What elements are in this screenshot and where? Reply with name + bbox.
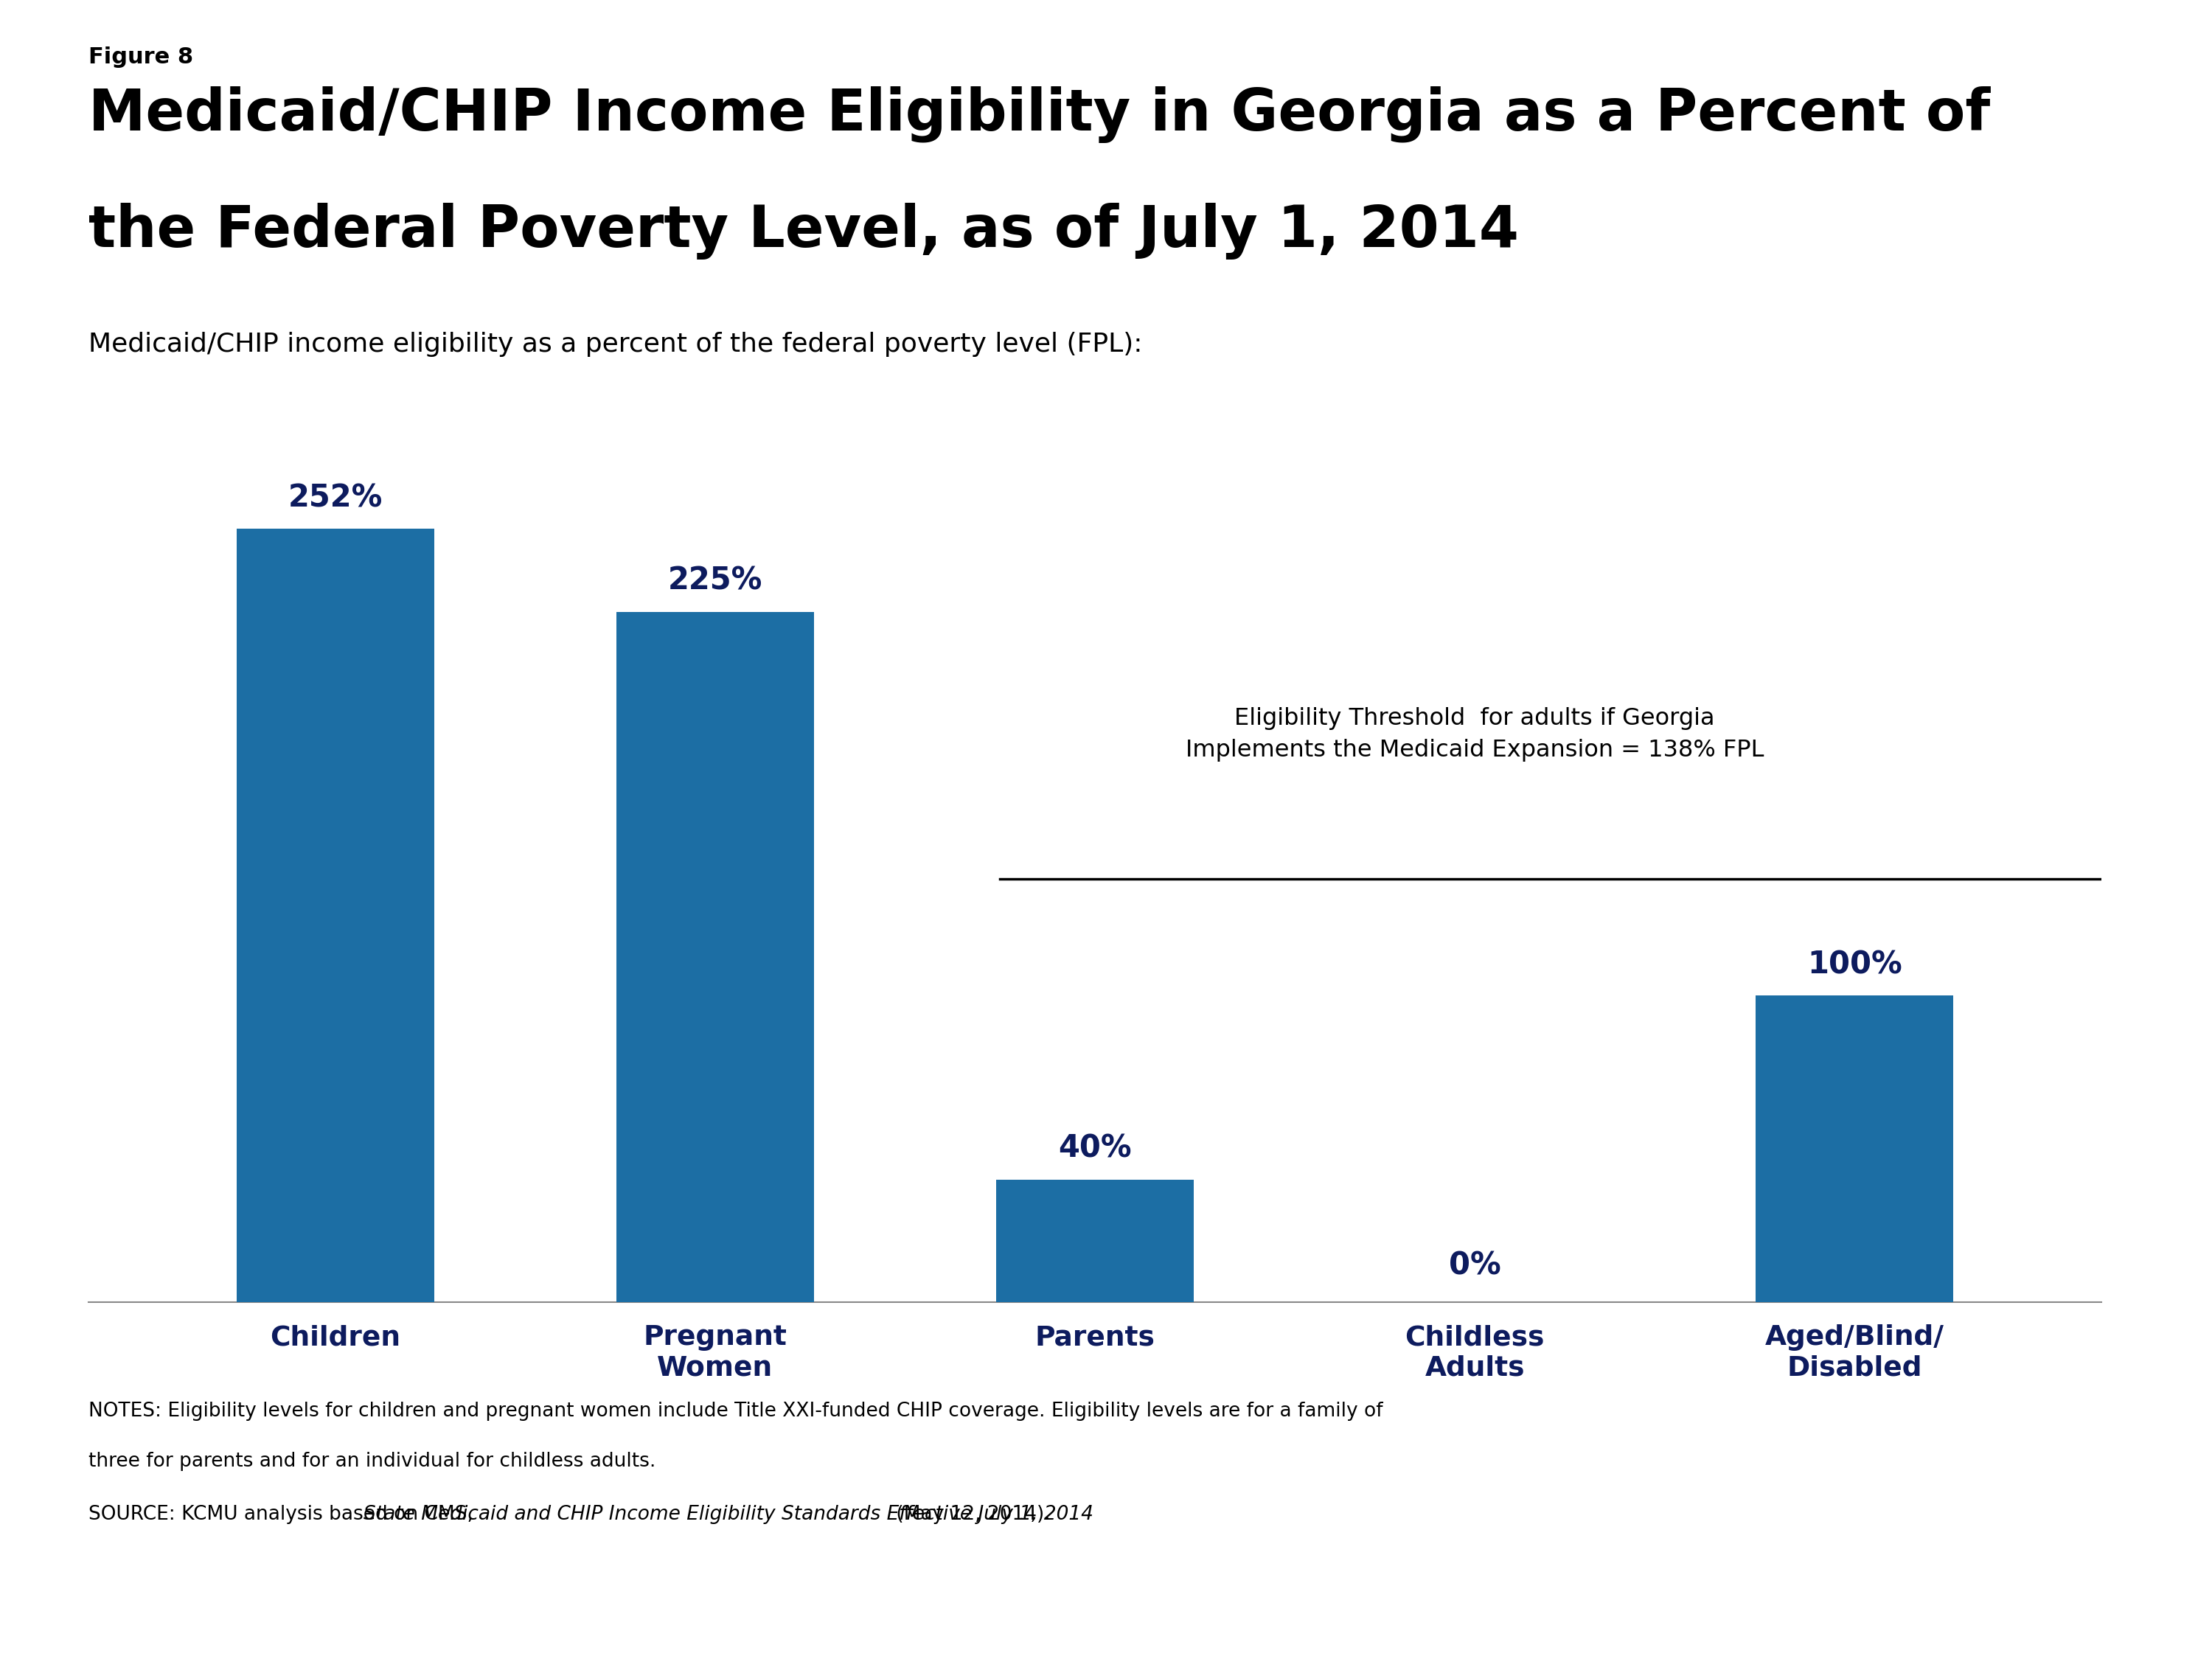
Text: SOURCE: KCMU analysis based on CMS,: SOURCE: KCMU analysis based on CMS, xyxy=(88,1505,480,1525)
Text: Medicaid/CHIP income eligibility as a percent of the federal poverty level (FPL): Medicaid/CHIP income eligibility as a pe… xyxy=(88,332,1141,357)
Text: 100%: 100% xyxy=(1807,949,1902,980)
Text: THE HENRY J.: THE HENRY J. xyxy=(2015,1360,2104,1370)
Bar xyxy=(995,1180,1194,1302)
Text: Medicaid/CHIP Income Eligibility in Georgia as a Percent of: Medicaid/CHIP Income Eligibility in Geor… xyxy=(88,86,1991,143)
Text: Eligibility Threshold  for adults if Georgia
Implements the Medicaid Expansion =: Eligibility Threshold for adults if Geor… xyxy=(1186,707,1763,761)
Text: 0%: 0% xyxy=(1449,1249,1500,1281)
Text: 40%: 40% xyxy=(1057,1133,1133,1165)
Text: (May 12, 2014).: (May 12, 2014). xyxy=(889,1505,1051,1525)
Text: 225%: 225% xyxy=(668,566,763,596)
Text: the Federal Poverty Level, as of July 1, 2014: the Federal Poverty Level, as of July 1,… xyxy=(88,202,1520,259)
Bar xyxy=(237,529,434,1302)
Text: NOTES: Eligibility levels for children and pregnant women include Title XXI-fund: NOTES: Eligibility levels for children a… xyxy=(88,1402,1382,1422)
Text: KAISER: KAISER xyxy=(2013,1408,2106,1430)
Text: State Medicaid and CHIP Income Eligibility Standards Effective July 1, 2014: State Medicaid and CHIP Income Eligibili… xyxy=(363,1505,1093,1525)
Text: 252%: 252% xyxy=(288,483,383,514)
Text: FOUNDATION: FOUNDATION xyxy=(2013,1511,2106,1525)
Text: three for parents and for an individual for childless adults.: three for parents and for an individual … xyxy=(88,1452,655,1472)
Text: FAMILY: FAMILY xyxy=(2024,1465,2095,1483)
Bar xyxy=(617,612,814,1302)
Text: Figure 8: Figure 8 xyxy=(88,46,192,68)
Bar xyxy=(1756,995,1953,1302)
